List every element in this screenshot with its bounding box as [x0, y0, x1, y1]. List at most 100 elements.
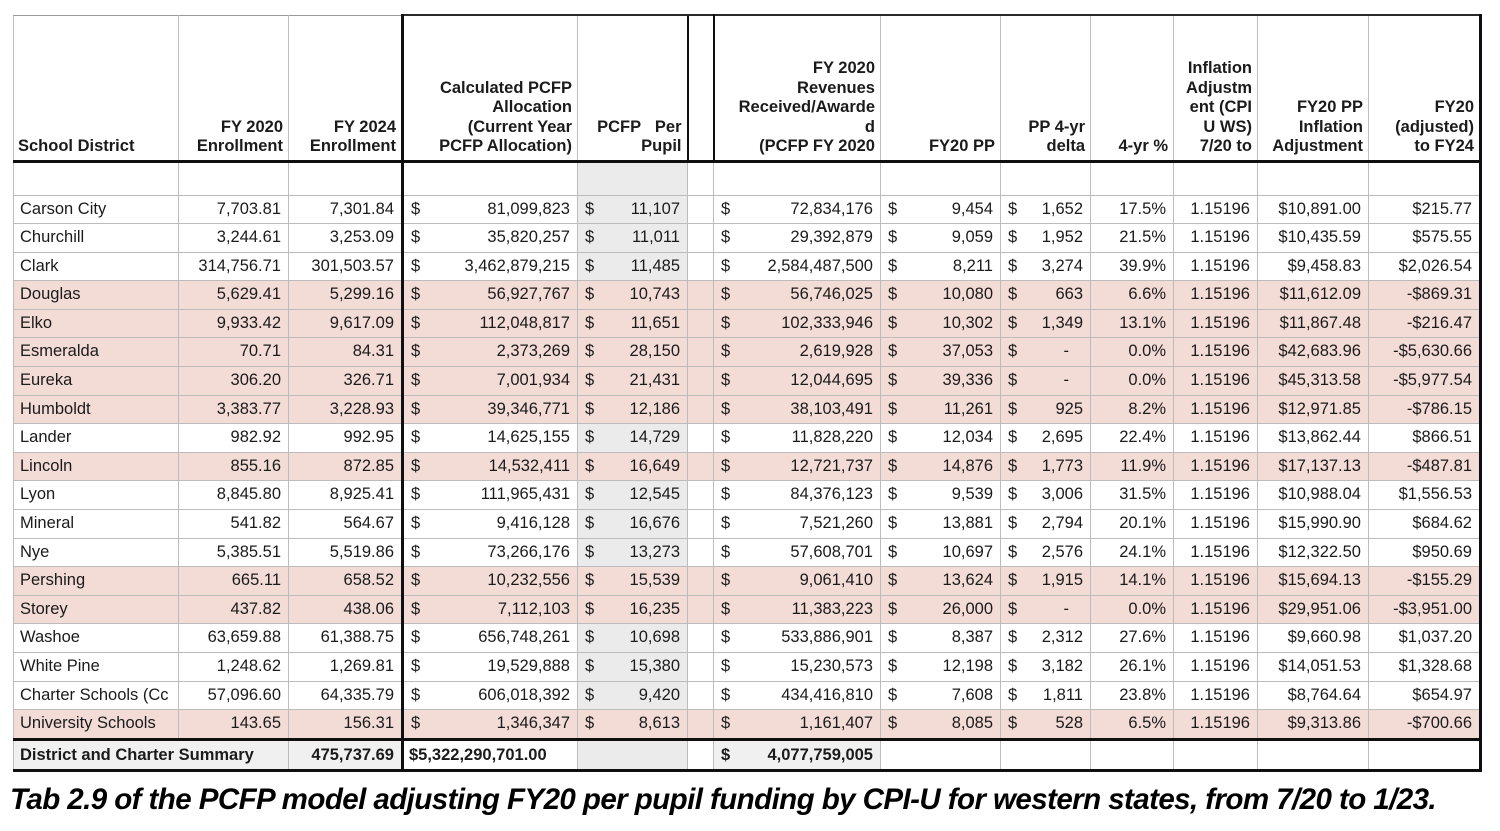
pp_4yr_delta-cell: $1,952 [1000, 223, 1091, 253]
calculated_pcfp_allocation-cell: $14,532,411 [401, 451, 578, 482]
calculated_pcfp_allocation-cell: $1,346,347 [401, 709, 578, 740]
empty-cell [1000, 737, 1091, 772]
fy2020_revenues-cell: $12,044,695 [713, 366, 881, 396]
fy2024_enrollment-cell: 564.67 [288, 509, 403, 539]
dollar-sign: $ [721, 657, 731, 675]
cell-value: 28,150 [629, 342, 680, 361]
cell-value: 10,302 [942, 313, 993, 332]
fy20_pp_inflation_adjustment-cell: $15,990.90 [1257, 509, 1369, 539]
pcfp-table: School District FY 2020 Enrollment FY 2024… [13, 14, 1482, 772]
col-header-four_yr_pct: 4-yr % [1090, 14, 1174, 163]
table-row: Lincoln 855.16 872.85 $14,532,411 $16,649 $12… [13, 451, 1482, 482]
dollar-sign: $ [888, 456, 898, 475]
dollar-sign: $ [721, 571, 731, 590]
dollar-sign: $ [411, 371, 421, 390]
fy2020_enrollment-cell: 57,096.60 [178, 680, 289, 711]
cell-value: 15,230,573 [790, 657, 873, 675]
dollar-sign: $ [888, 485, 898, 504]
district-name-cell: Eureka [13, 366, 179, 396]
fy20_pp-cell: $8,387 [880, 623, 1001, 653]
col-header-fy2020_enrollment: FY 2020 Enrollment [178, 14, 289, 163]
pp_4yr_delta-cell: $2,312 [1000, 623, 1091, 653]
cell-value: 39,336 [942, 371, 993, 390]
empty-cell [577, 160, 688, 196]
dollar-sign: $ [888, 399, 898, 418]
empty-cell [1000, 160, 1091, 196]
spacer-row [13, 160, 1482, 196]
cell-value: 528 [1055, 714, 1083, 733]
fy20_adjusted_to_fy24-cell: -$5,630.66 [1368, 337, 1482, 368]
spacer-cell [687, 623, 714, 653]
cell-value: 2,619,928 [799, 342, 873, 361]
dollar-sign: $ [888, 514, 898, 533]
fy2024_enrollment-cell: 5,299.16 [288, 280, 403, 310]
cell-value: 14,729 [629, 428, 680, 447]
empty-cell [687, 737, 714, 772]
pp_4yr_delta-cell: $1,915 [1000, 566, 1091, 596]
fy20_pp-cell: $14,876 [880, 451, 1001, 482]
four_yr_pct-cell: 17.5% [1090, 194, 1174, 225]
fy20_pp_inflation_adjustment-cell: $45,313.58 [1257, 366, 1369, 396]
cell-value: 73,266,176 [487, 542, 570, 561]
dollar-sign: $ [411, 285, 421, 304]
fy20_pp_inflation_adjustment-cell: $10,891.00 [1257, 194, 1369, 225]
dollar-sign: $ [888, 599, 898, 618]
cell-value: 11,383,223 [791, 599, 873, 618]
cell-value: 26,000 [942, 599, 993, 618]
fy2020_revenues-cell: $11,828,220 [713, 423, 881, 453]
dollar-sign: $ [721, 313, 731, 332]
dollar-sign: $ [1008, 399, 1018, 418]
fy2020_enrollment-cell: 437.82 [178, 594, 289, 625]
fy2020_enrollment-cell: 7,703.81 [178, 194, 289, 225]
dollar-sign: $ [585, 514, 595, 533]
dollar-sign: $ [1008, 428, 1018, 447]
dollar-sign: $ [1008, 313, 1018, 332]
pcfp_per_pupil-cell: $16,649 [577, 451, 688, 482]
dollar-sign: $ [411, 514, 421, 533]
col-header-fy20_pp: FY20 PP [880, 14, 1001, 163]
calculated_pcfp_allocation-cell: $19,529,888 [401, 652, 578, 682]
calculated_pcfp_allocation-cell: $10,232,556 [401, 566, 578, 596]
fy20_pp-cell: $7,608 [880, 680, 1001, 711]
fy20_pp-cell: $12,034 [880, 423, 1001, 453]
inflation_adjustment_factor-cell: 1.15196 [1173, 394, 1258, 425]
dollar-sign: $ [1008, 371, 1018, 390]
table-row: Storey 437.82 438.06 $7,112,103 $16,235 $11,3… [13, 594, 1482, 625]
dollar-sign: $ [585, 657, 595, 675]
fy20_pp_inflation_adjustment-cell: $29,951.06 [1257, 594, 1369, 625]
four_yr_pct-cell: 6.5% [1090, 709, 1174, 740]
cell-value: 12,186 [629, 399, 680, 418]
dollar-sign: $ [721, 371, 731, 390]
inflation_adjustment_factor-cell: 1.15196 [1173, 594, 1258, 625]
four_yr_pct-cell: 24.1% [1090, 537, 1174, 568]
empty-cell [13, 160, 179, 196]
pp_4yr_delta-cell: $663 [1000, 280, 1091, 310]
inflation_adjustment_factor-cell: 1.15196 [1173, 423, 1258, 453]
fy2020_revenues-cell: $2,584,487,500 [713, 251, 881, 282]
pp_4yr_delta-cell: $925 [1000, 394, 1091, 425]
fy20_adjusted_to_fy24-cell: -$155.29 [1368, 566, 1482, 596]
cell-value: 1,915 [1041, 571, 1083, 590]
cell-value: 8,085 [951, 714, 993, 733]
four_yr_pct-cell: 21.5% [1090, 223, 1174, 253]
dollar-sign: $ [721, 485, 731, 504]
dollar-sign: $ [585, 485, 595, 504]
dollar-sign: $ [411, 342, 421, 361]
empty-cell [1368, 160, 1482, 196]
fy2020_revenues-cell: $7,521,260 [713, 509, 881, 539]
cell-value: 12,034 [942, 428, 993, 447]
empty-cell [288, 160, 403, 196]
spacer-cell [687, 480, 714, 511]
dollar-sign: $ [585, 371, 595, 390]
dollar-sign: $ [411, 542, 421, 561]
cell-value: - [1063, 599, 1070, 618]
cell-value: 39,346,771 [487, 399, 570, 418]
dollar-sign: $ [721, 628, 731, 647]
fy2020_revenues-cell: $15,230,573 [713, 652, 881, 682]
cell-value: 13,624 [942, 571, 993, 590]
dollar-sign: $ [585, 313, 595, 332]
fy20_pp_inflation_adjustment-cell: $10,988.04 [1257, 480, 1369, 511]
fy2020_revenues-cell: $57,608,701 [713, 537, 881, 568]
fy20_pp_inflation_adjustment-cell: $13,862.44 [1257, 423, 1369, 453]
pcfp_per_pupil-cell: $16,676 [577, 509, 688, 539]
